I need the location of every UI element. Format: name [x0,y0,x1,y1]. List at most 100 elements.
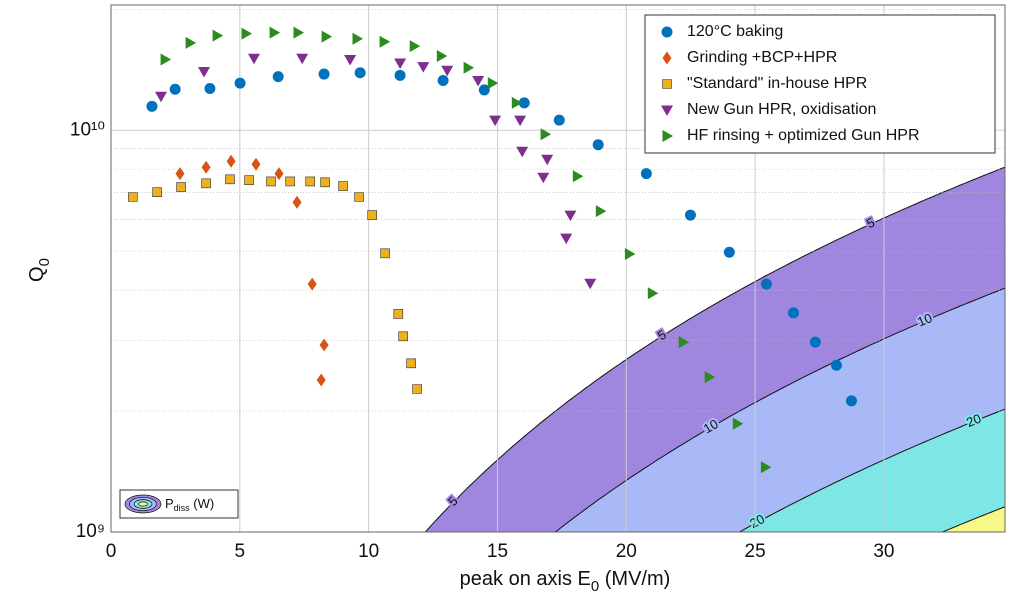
data-point [234,77,246,89]
data-point [316,373,326,387]
legend-label: HF rinsing + optimized Gun HPR [687,127,920,144]
data-point [537,172,550,184]
pdiss-sub: diss [174,503,191,513]
data-point [204,83,216,95]
data-point [760,278,772,290]
contour-legend-text: Pdiss (W) [165,496,214,513]
data-point [272,71,284,83]
data-point [809,336,821,348]
data-point [441,65,454,77]
contour-legend-box [119,489,239,519]
data-point [398,331,409,342]
data-point [723,246,735,258]
data-point [225,174,235,185]
legend-marker [661,26,673,38]
legend-marker [662,130,673,142]
marks [128,26,857,474]
legend-marker [661,105,673,116]
data-point [293,26,304,39]
data-point [845,395,857,407]
data-point [412,384,422,394]
data-point [409,40,421,53]
data-point [516,146,529,158]
data-point [152,187,162,197]
legend-label: "Standard" in-house HPR [687,75,867,92]
data-point [269,26,281,39]
data-point [318,68,330,80]
x-tick-label: 5 [235,541,246,562]
contour-legend: Pdiss (W) [119,489,239,519]
data-point [640,168,652,180]
x-tick-label: 20 [616,541,637,562]
data-point [394,58,407,69]
x-tick-label: 15 [487,541,508,562]
data-point [540,128,552,141]
data-point [437,74,449,86]
y-tick-label: 10¹⁰ [70,119,105,140]
data-point [787,307,799,319]
y-label-sub: 0 [36,258,53,266]
data-point [436,50,448,62]
data-point [463,61,475,74]
contour-region [941,506,1005,532]
data-point [518,97,530,109]
data-point [175,167,185,181]
data-point [305,176,316,187]
data-point [595,205,607,218]
data-point [704,371,716,384]
legend-label: 120°C baking [687,23,783,40]
data-point [541,154,554,166]
data-point [760,461,772,474]
legend-marker [662,79,672,89]
data-point [379,35,391,48]
data-point [584,278,597,290]
x-label-sub: 0 [591,578,599,594]
data-point [244,175,254,185]
data-point [344,55,357,66]
data-point [321,30,333,43]
data-point [212,29,224,42]
data-point [226,154,236,168]
data-point [831,359,843,371]
data-point [198,67,210,78]
data-point [338,181,348,191]
data-point [478,84,490,96]
x-label-main: peak on axis E [460,568,591,590]
plot-frame [110,4,1006,533]
data-point [732,417,744,430]
data-point [647,287,659,300]
x-tick-label: 0 [106,541,117,562]
data-point [292,195,302,209]
data-point [354,67,366,79]
x-axis-label: peak on axis E0 (MV/m) [460,568,671,594]
data-point [319,338,329,352]
x-tick-label: 10 [358,541,379,562]
data-point [274,167,284,181]
data-point [684,209,696,221]
data-point [393,309,404,319]
legend-label: New Gun HPR, oxidisation [687,101,876,118]
data-point [169,83,181,95]
data-point [201,160,211,174]
data-point [487,77,499,90]
legend-box [644,14,996,154]
data-point [307,277,317,291]
y-axis-label: Q0 [26,258,53,282]
data-point [241,27,252,40]
data-point [155,91,167,103]
data-point [128,192,138,202]
legend-marker [662,51,672,65]
data-point [417,62,430,73]
data-point [394,69,406,81]
data-point [160,53,172,66]
data-point [472,76,485,87]
legend: 120°C baking Grinding +BCP+HPR "Standard" … [644,14,996,154]
data-point [352,32,363,45]
data-point [320,177,330,188]
data-point [678,336,690,349]
data-point [146,100,158,112]
y-tick-label: 10⁹ [76,521,105,542]
data-point [511,96,523,109]
